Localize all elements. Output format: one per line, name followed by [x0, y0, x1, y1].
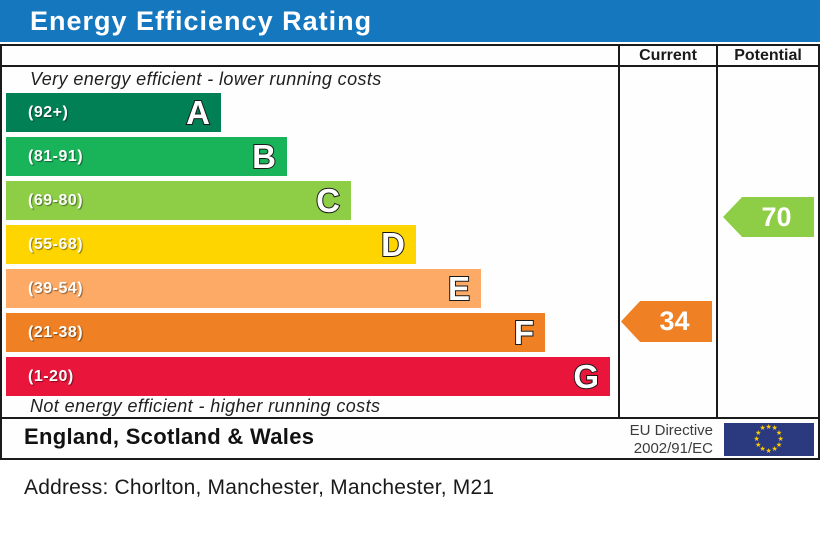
band-range-label: (1-20) — [28, 367, 74, 385]
band-letter: D — [380, 225, 406, 264]
potential-rating-value: 70 — [761, 201, 792, 232]
eu-flag-icon: ★ ★ ★ ★ ★ ★ ★ ★ ★ ★ ★ ★ — [724, 423, 814, 456]
band-letter: F — [513, 313, 535, 352]
band-letter: E — [447, 269, 471, 308]
band-e: (39-54) E — [6, 269, 481, 308]
band-range-label: (81-91) — [28, 147, 84, 165]
band-range-label: (21-38) — [28, 323, 84, 341]
eu-star-icon: ★ — [775, 429, 783, 437]
band-range-label: (69-80) — [28, 191, 84, 209]
band-g: (1-20) G — [6, 357, 610, 396]
eu-star-icon: ★ — [775, 441, 783, 449]
band-b: (81-91) B — [6, 137, 287, 176]
band-range-label: (39-54) — [28, 279, 84, 297]
band-letter: G — [572, 357, 600, 396]
eu-star-icon: ★ — [771, 425, 778, 433]
eu-directive-label: EU Directive 2002/91/EC — [575, 422, 713, 457]
band-letter: B — [251, 137, 277, 176]
header-row-divider — [0, 65, 820, 67]
band-f: (21-38) F — [6, 313, 545, 352]
eu-directive-line2: 2002/91/EC — [633, 439, 713, 457]
footer-row-divider — [0, 417, 820, 419]
eu-star-icon: ★ — [759, 445, 766, 453]
address-line: Address: Chorlton, Manchester, Mancheste… — [24, 476, 495, 499]
band-a: (92+) A — [6, 93, 221, 132]
band-d: (55-68) D — [6, 225, 416, 264]
eu-star-icon: ★ — [771, 445, 778, 453]
current-column-divider — [618, 44, 620, 418]
band-letter: C — [315, 181, 341, 220]
band-range-label: (55-68) — [28, 235, 84, 253]
eu-star-icon: ★ — [765, 423, 772, 431]
band-letter: A — [185, 93, 211, 132]
band-c: (69-80) C — [6, 181, 351, 220]
eu-star-icon: ★ — [765, 447, 772, 455]
title-bar: Energy Efficiency Rating — [0, 0, 820, 42]
eu-star-icon: ★ — [755, 441, 762, 449]
current-column-header: Current — [639, 47, 697, 64]
bottom-caption: Not energy efficient - higher running co… — [30, 396, 381, 416]
eu-star-icon: ★ — [755, 429, 762, 437]
potential-column-divider — [716, 44, 718, 418]
current-rating-value: 34 — [659, 306, 690, 336]
current-rating-arrow: 34 — [621, 301, 712, 342]
footer-region-label: England, Scotland & Wales — [24, 424, 315, 449]
eu-star-icon: ★ — [753, 435, 760, 443]
eu-star-icon: ★ — [759, 425, 766, 433]
potential-rating-arrow: 70 — [723, 197, 814, 237]
eu-star-icon: ★ — [777, 435, 784, 443]
top-caption: Very energy efficient - lower running co… — [30, 69, 382, 89]
eu-directive-line1: EU Directive — [629, 422, 713, 439]
potential-column-header: Potential — [734, 47, 802, 64]
band-range-label: (92+) — [28, 103, 69, 121]
page-title: Energy Efficiency Rating — [30, 5, 373, 36]
